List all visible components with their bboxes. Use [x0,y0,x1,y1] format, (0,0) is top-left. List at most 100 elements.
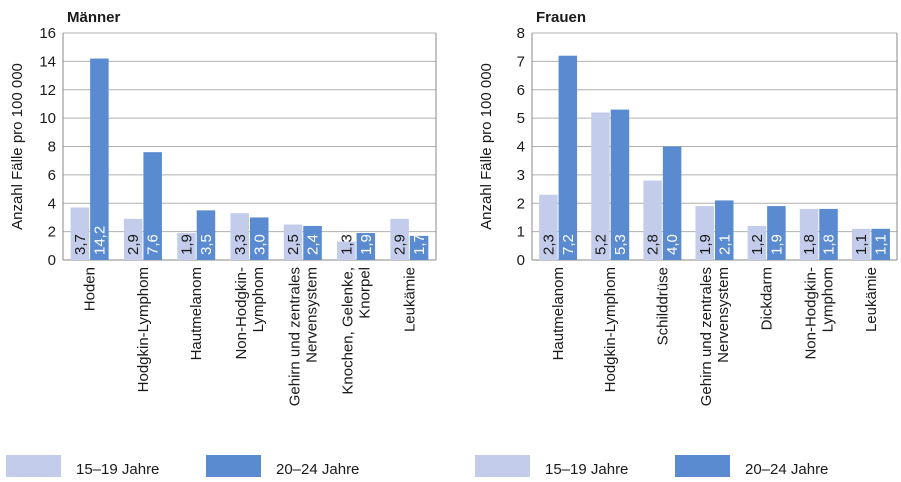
chart-2-legend-label: 15–19 Jahre [545,461,628,477]
chart-2-data-label: 1,1 [873,234,890,255]
chart-2-ytick-label: 7 [517,53,525,70]
chart-1-bar [283,224,303,260]
chart-1-data-label: 3,7 [72,234,89,255]
chart-1-bar [303,225,322,260]
chart-2-bar [643,180,662,260]
chart-2-ytick-label: 3 [517,167,525,184]
chart-1-legend-swatch [6,455,61,480]
chart-2-data-label: 2,3 [540,234,557,255]
chart-2-category-label: Schilddrüse [654,267,671,345]
chart-2-bar [767,206,786,260]
chart-2-ytick-label: 1 [517,224,525,241]
chart-1-bar [70,207,90,260]
chart-1-ytick-label: 10 [39,110,56,127]
chart-1-data-label: 14,2 [91,226,108,255]
chart-1-ytick-label: 4 [48,195,56,212]
chart-2-category-label: Nervensystem [715,267,732,363]
chart-1-data-label: 2,9 [392,234,409,255]
chart-2-data-label: 1,1 [853,234,870,255]
chart-1-ytick-label: 12 [39,82,56,99]
chart-2-bar [799,208,819,260]
chart-1-bar [356,233,376,260]
chart-1-category-label: Hautmelanom [188,267,205,360]
chart-1-data-label: 3,5 [198,234,215,255]
chart-1-data-label: 1,7 [411,234,428,255]
chart-1-category-label: Non-Hodgkin- [233,267,250,360]
chart-2-data-label: 1,8 [801,234,818,255]
chart-2-bar [558,55,578,261]
chart-1-data-label: 1,3 [338,234,355,255]
chart-2-ytick-label: 0 [517,252,525,269]
chart-1-bar [250,217,269,260]
chart-1-title: Männer [67,9,121,26]
chart-1-bar [409,235,429,260]
chart-2-data-label: 5,2 [592,234,609,255]
chart-2-data-label: 2,1 [716,234,733,255]
chart-2-bar [695,206,714,260]
chart-1-category-label: Nervensystem [303,267,320,363]
chart-2-legend-swatch [675,455,730,480]
chart-1-ytick-label: 14 [39,53,56,70]
chart-2-ytick-label: 4 [517,139,525,156]
chart-1-bar [230,213,249,260]
chart-1-bar [90,58,109,260]
chart-1-ytick-label: 2 [48,224,56,241]
chart-2-legend-swatch [475,455,530,480]
chart-2-data-label: 1,2 [749,234,766,255]
chart-1-bar [177,233,196,260]
chart-2-ytick-label: 5 [517,110,525,127]
chart-2-bar [871,228,890,260]
chart-2-data-label: 7,2 [560,234,577,255]
chart-2-ytick-label: 2 [517,195,525,212]
chart-2-bar [747,225,767,260]
chart-2-data-label: 1,8 [821,234,838,255]
chart-2-category-label: Lymphom [819,267,836,332]
chart-1: Männer 0 2 4 6 8 10 12 14 16 Anzahl Fälle pro 100 … [6,9,437,480]
chart-2-bar [539,194,558,260]
chart-2: Frauen 0 1 2 3 4 5 6 7 8 Anzahl Fälle pro 100 000 2… [475,9,898,480]
chart-2-ylabel: Anzahl Fälle pro 100 000 [478,63,495,230]
chart-2-bar [819,208,838,260]
chart-2-title: Frauen [536,9,586,26]
chart-2-category-label: Hodgkin-Lymphom [602,267,619,392]
chart-1-legend-swatch [206,455,261,480]
chart-1-ytick-label: 8 [48,139,56,156]
chart-1-bar [196,210,216,260]
chart-2-data-label: 5,3 [612,234,629,255]
chart-1-data-label: 2,5 [285,234,302,255]
chart-2-category-label: Dickdarm [759,267,776,330]
chart-1-bar [123,218,143,260]
chart-2-bar [851,228,871,260]
chart-2-category-label: Leukämie [863,267,880,332]
chart-2-data-label: 1,9 [768,234,785,255]
chart-1-ylabel: Anzahl Fälle pro 100 000 [9,63,26,230]
chart-1-category-label: Knochen, Gelenke, [340,267,357,395]
chart-1-category-label: Lymphom [250,267,267,332]
chart-2-bar [610,109,630,260]
chart-1-bar [143,152,162,260]
chart-2-category-label: Gehirn und zentrales [698,267,715,406]
chart-1-data-label: 3,3 [232,234,249,255]
chart-1-category-label: Hoden [82,267,99,311]
chart-2-category-label: Hautmelanom [550,267,567,360]
chart-1-data-label: 7,6 [145,234,162,255]
chart-1-legend-label: 15–19 Jahre [76,461,159,477]
chart-1-data-label: 1,9 [178,234,195,255]
chart-1-ytick-label: 6 [48,167,56,184]
chart-2-category-label: Non-Hodgkin- [802,267,819,360]
chart-2-ytick-label: 8 [517,25,525,42]
chart-2-bar [715,200,734,260]
chart-2-data-label: 1,9 [697,234,714,255]
chart-1-data-label: 2,4 [305,234,322,255]
chart-1-legend-label: 20–24 Jahre [276,461,359,477]
chart-2-data-label: 4,0 [664,234,681,255]
chart-2-ytick-label: 6 [517,82,525,99]
chart-1-category-label: Gehirn und zentrales [286,267,303,406]
chart-2-bar [591,112,610,260]
chart-1-data-label: 1,9 [358,234,375,255]
chart-1-category-label: Knorpel [357,267,374,319]
chart-2-bar [662,146,682,260]
chart-1-ytick-label: 0 [48,252,56,269]
